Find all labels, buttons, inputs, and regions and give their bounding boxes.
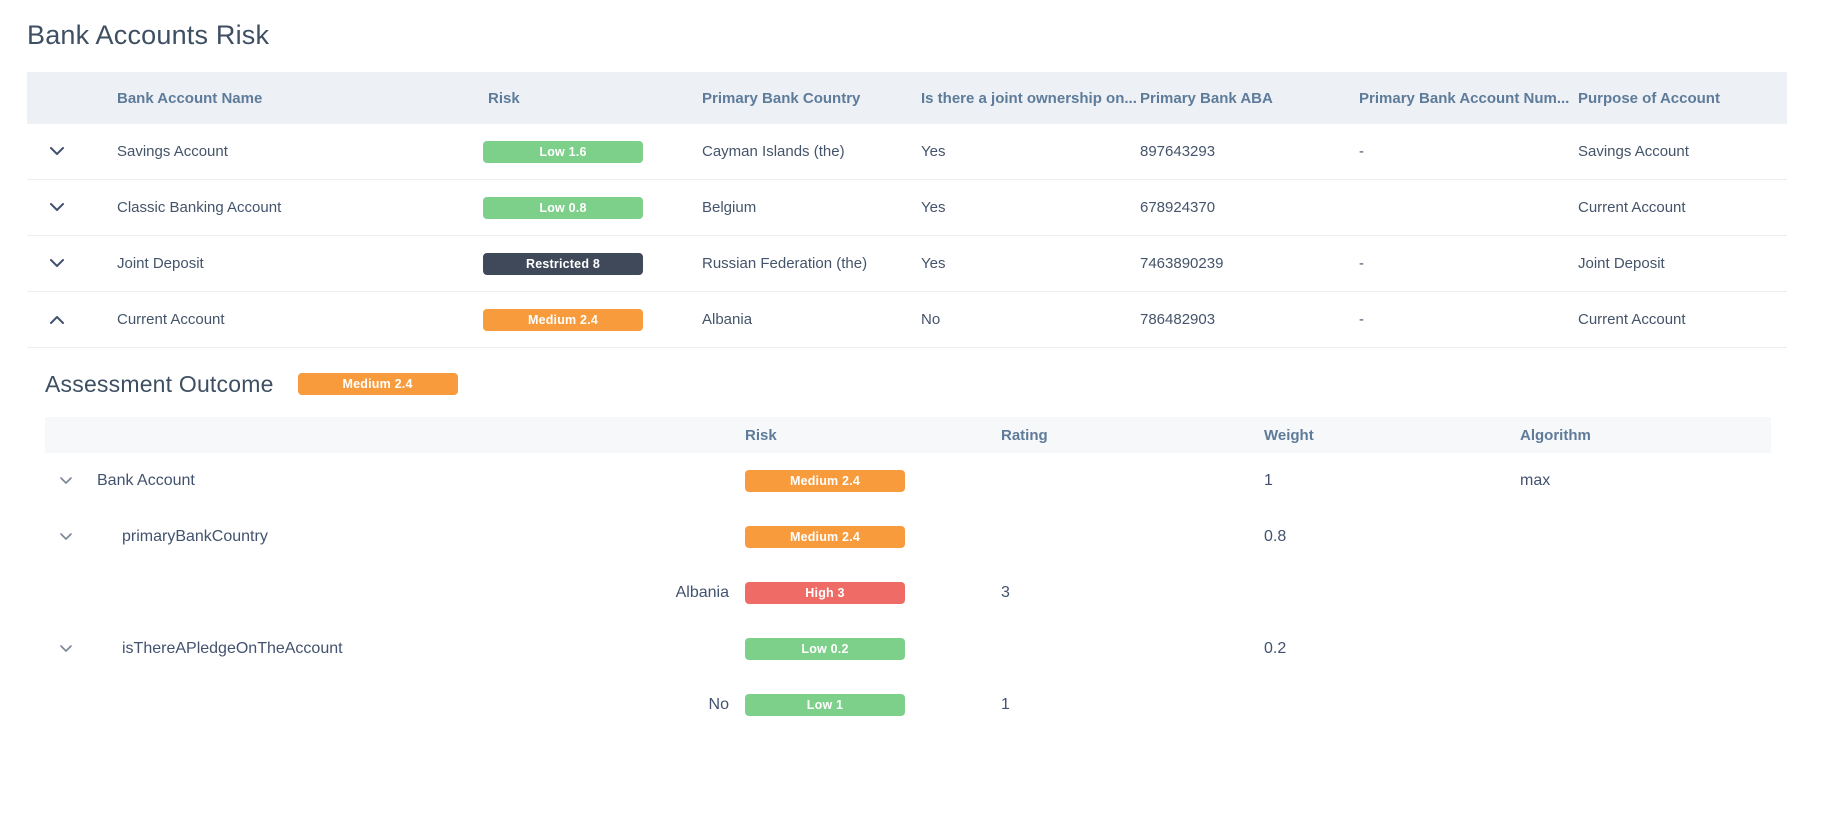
risk-badge: Low 1.6 xyxy=(483,140,643,163)
page-title: Bank Accounts Risk xyxy=(27,20,270,50)
overall-risk-badge: Medium 2.4 xyxy=(297,373,458,395)
cell-purpose-of-account: Joint Deposit xyxy=(1578,255,1665,272)
cell-primary-bank-account-num: - xyxy=(1359,255,1364,272)
col-header-primary-bank-aba: Primary Bank ABA xyxy=(1140,89,1273,107)
cell-algorithm: max xyxy=(1520,472,1551,489)
cell-purpose-of-account: Current Account xyxy=(1578,199,1686,216)
chevron-up-icon[interactable] xyxy=(46,309,68,331)
cell-bank-account-name: Savings Account xyxy=(117,143,228,160)
assessment-value-label: Albania xyxy=(675,584,729,601)
chevron-down-icon[interactable] xyxy=(59,530,73,544)
risk-badge: Low 0.8 xyxy=(483,196,643,219)
cell-bank-account-name: Classic Banking Account xyxy=(117,199,282,216)
cell-primary-bank-country: Belgium xyxy=(702,199,757,216)
cell-primary-bank-country: Russian Federation (the) xyxy=(702,255,868,272)
table-row[interactable]: Savings Account Low 1.6 Cayman Islands (… xyxy=(27,124,1787,180)
cell-purpose-of-account: Savings Account xyxy=(1578,143,1689,160)
cell-primary-bank-aba: 897643293 xyxy=(1140,143,1216,160)
chevron-down-icon[interactable] xyxy=(46,141,68,163)
cell-primary-bank-country: Cayman Islands (the) xyxy=(702,143,845,160)
chevron-down-icon[interactable] xyxy=(46,253,68,275)
assessment-table: Risk Rating Weight Algorithm Bank Accoun… xyxy=(45,417,1771,733)
col-header-joint-ownership: Is there a joint ownership on... xyxy=(921,89,1137,107)
cell-weight: 0.2 xyxy=(1264,640,1287,657)
assessment-row[interactable]: primaryBankCountry Medium 2.4 0.8 xyxy=(45,509,1771,565)
table-row[interactable]: Current Account Medium 2.4 Albania No 78… xyxy=(27,292,1787,348)
col-header-rating: Rating xyxy=(1001,426,1048,444)
cell-weight: 0.8 xyxy=(1264,528,1287,545)
risk-badge: Medium 2.4 xyxy=(483,308,643,331)
cell-primary-bank-account-num: - xyxy=(1359,311,1364,328)
cell-primary-bank-account-num: - xyxy=(1359,143,1364,160)
risk-badge: High 3 xyxy=(745,582,905,604)
col-header-algorithm: Algorithm xyxy=(1520,426,1591,444)
chevron-down-icon[interactable] xyxy=(46,197,68,219)
col-header-risk: Risk xyxy=(488,89,520,107)
cell-purpose-of-account: Current Account xyxy=(1578,311,1686,328)
assessment-row: No Low 1 1 xyxy=(45,677,1771,733)
risk-badge: Medium 2.4 xyxy=(745,526,905,548)
chevron-down-icon[interactable] xyxy=(59,474,73,488)
col-header-risk: Risk xyxy=(745,426,777,444)
cell-weight: 1 xyxy=(1264,472,1273,489)
cell-bank-account-name: Current Account xyxy=(117,311,225,328)
table-header-row: Bank Account Name Risk Primary Bank Coun… xyxy=(27,72,1787,124)
assessment-outcome-panel: Assessment Outcome Medium 2.4 Risk Ratin… xyxy=(45,369,1771,733)
cell-rating: 1 xyxy=(1001,696,1010,713)
col-header-primary-bank-account-num: Primary Bank Account Num... xyxy=(1359,89,1570,107)
assessment-value-label: No xyxy=(708,696,729,713)
assessment-node-label: primaryBankCountry xyxy=(122,528,268,545)
col-header-bank-account-name: Bank Account Name xyxy=(117,89,263,107)
bank-accounts-table: Bank Account Name Risk Primary Bank Coun… xyxy=(27,72,1787,348)
col-header-primary-bank-country: Primary Bank Country xyxy=(702,89,861,107)
assessment-node-label: Bank Account xyxy=(97,472,195,489)
chevron-down-icon[interactable] xyxy=(59,642,73,656)
cell-bank-account-name: Joint Deposit xyxy=(117,255,204,272)
cell-joint-ownership: Yes xyxy=(921,199,946,216)
table-row[interactable]: Joint Deposit Restricted 8 Russian Feder… xyxy=(27,236,1787,292)
cell-joint-ownership: Yes xyxy=(921,143,946,160)
risk-badge: Low 1 xyxy=(745,694,905,716)
cell-primary-bank-aba: 7463890239 xyxy=(1140,255,1224,272)
cell-rating: 3 xyxy=(1001,584,1010,601)
cell-joint-ownership: No xyxy=(921,311,941,328)
risk-badge: Low 0.2 xyxy=(745,638,905,660)
cell-primary-bank-aba: 786482903 xyxy=(1140,311,1216,328)
cell-primary-bank-aba: 678924370 xyxy=(1140,199,1216,216)
cell-joint-ownership: Yes xyxy=(921,255,946,272)
cell-primary-bank-country: Albania xyxy=(702,311,753,328)
assessment-header-row: Risk Rating Weight Algorithm xyxy=(45,417,1771,453)
risk-badge: Medium 2.4 xyxy=(745,470,905,492)
col-header-purpose-of-account: Purpose of Account xyxy=(1578,89,1720,107)
assessment-row: Albania High 3 3 xyxy=(45,565,1771,621)
assessment-row[interactable]: Bank Account Medium 2.4 1 max xyxy=(45,453,1771,509)
risk-badge: Restricted 8 xyxy=(483,252,643,275)
table-row[interactable]: Classic Banking Account Low 0.8 Belgium … xyxy=(27,180,1787,236)
col-header-weight: Weight xyxy=(1264,426,1314,444)
assessment-row[interactable]: isThereAPledgeOnTheAccount Low 0.2 0.2 xyxy=(45,621,1771,677)
assessment-node-label: isThereAPledgeOnTheAccount xyxy=(122,640,343,657)
assessment-outcome-title: Assessment Outcome xyxy=(45,370,274,397)
